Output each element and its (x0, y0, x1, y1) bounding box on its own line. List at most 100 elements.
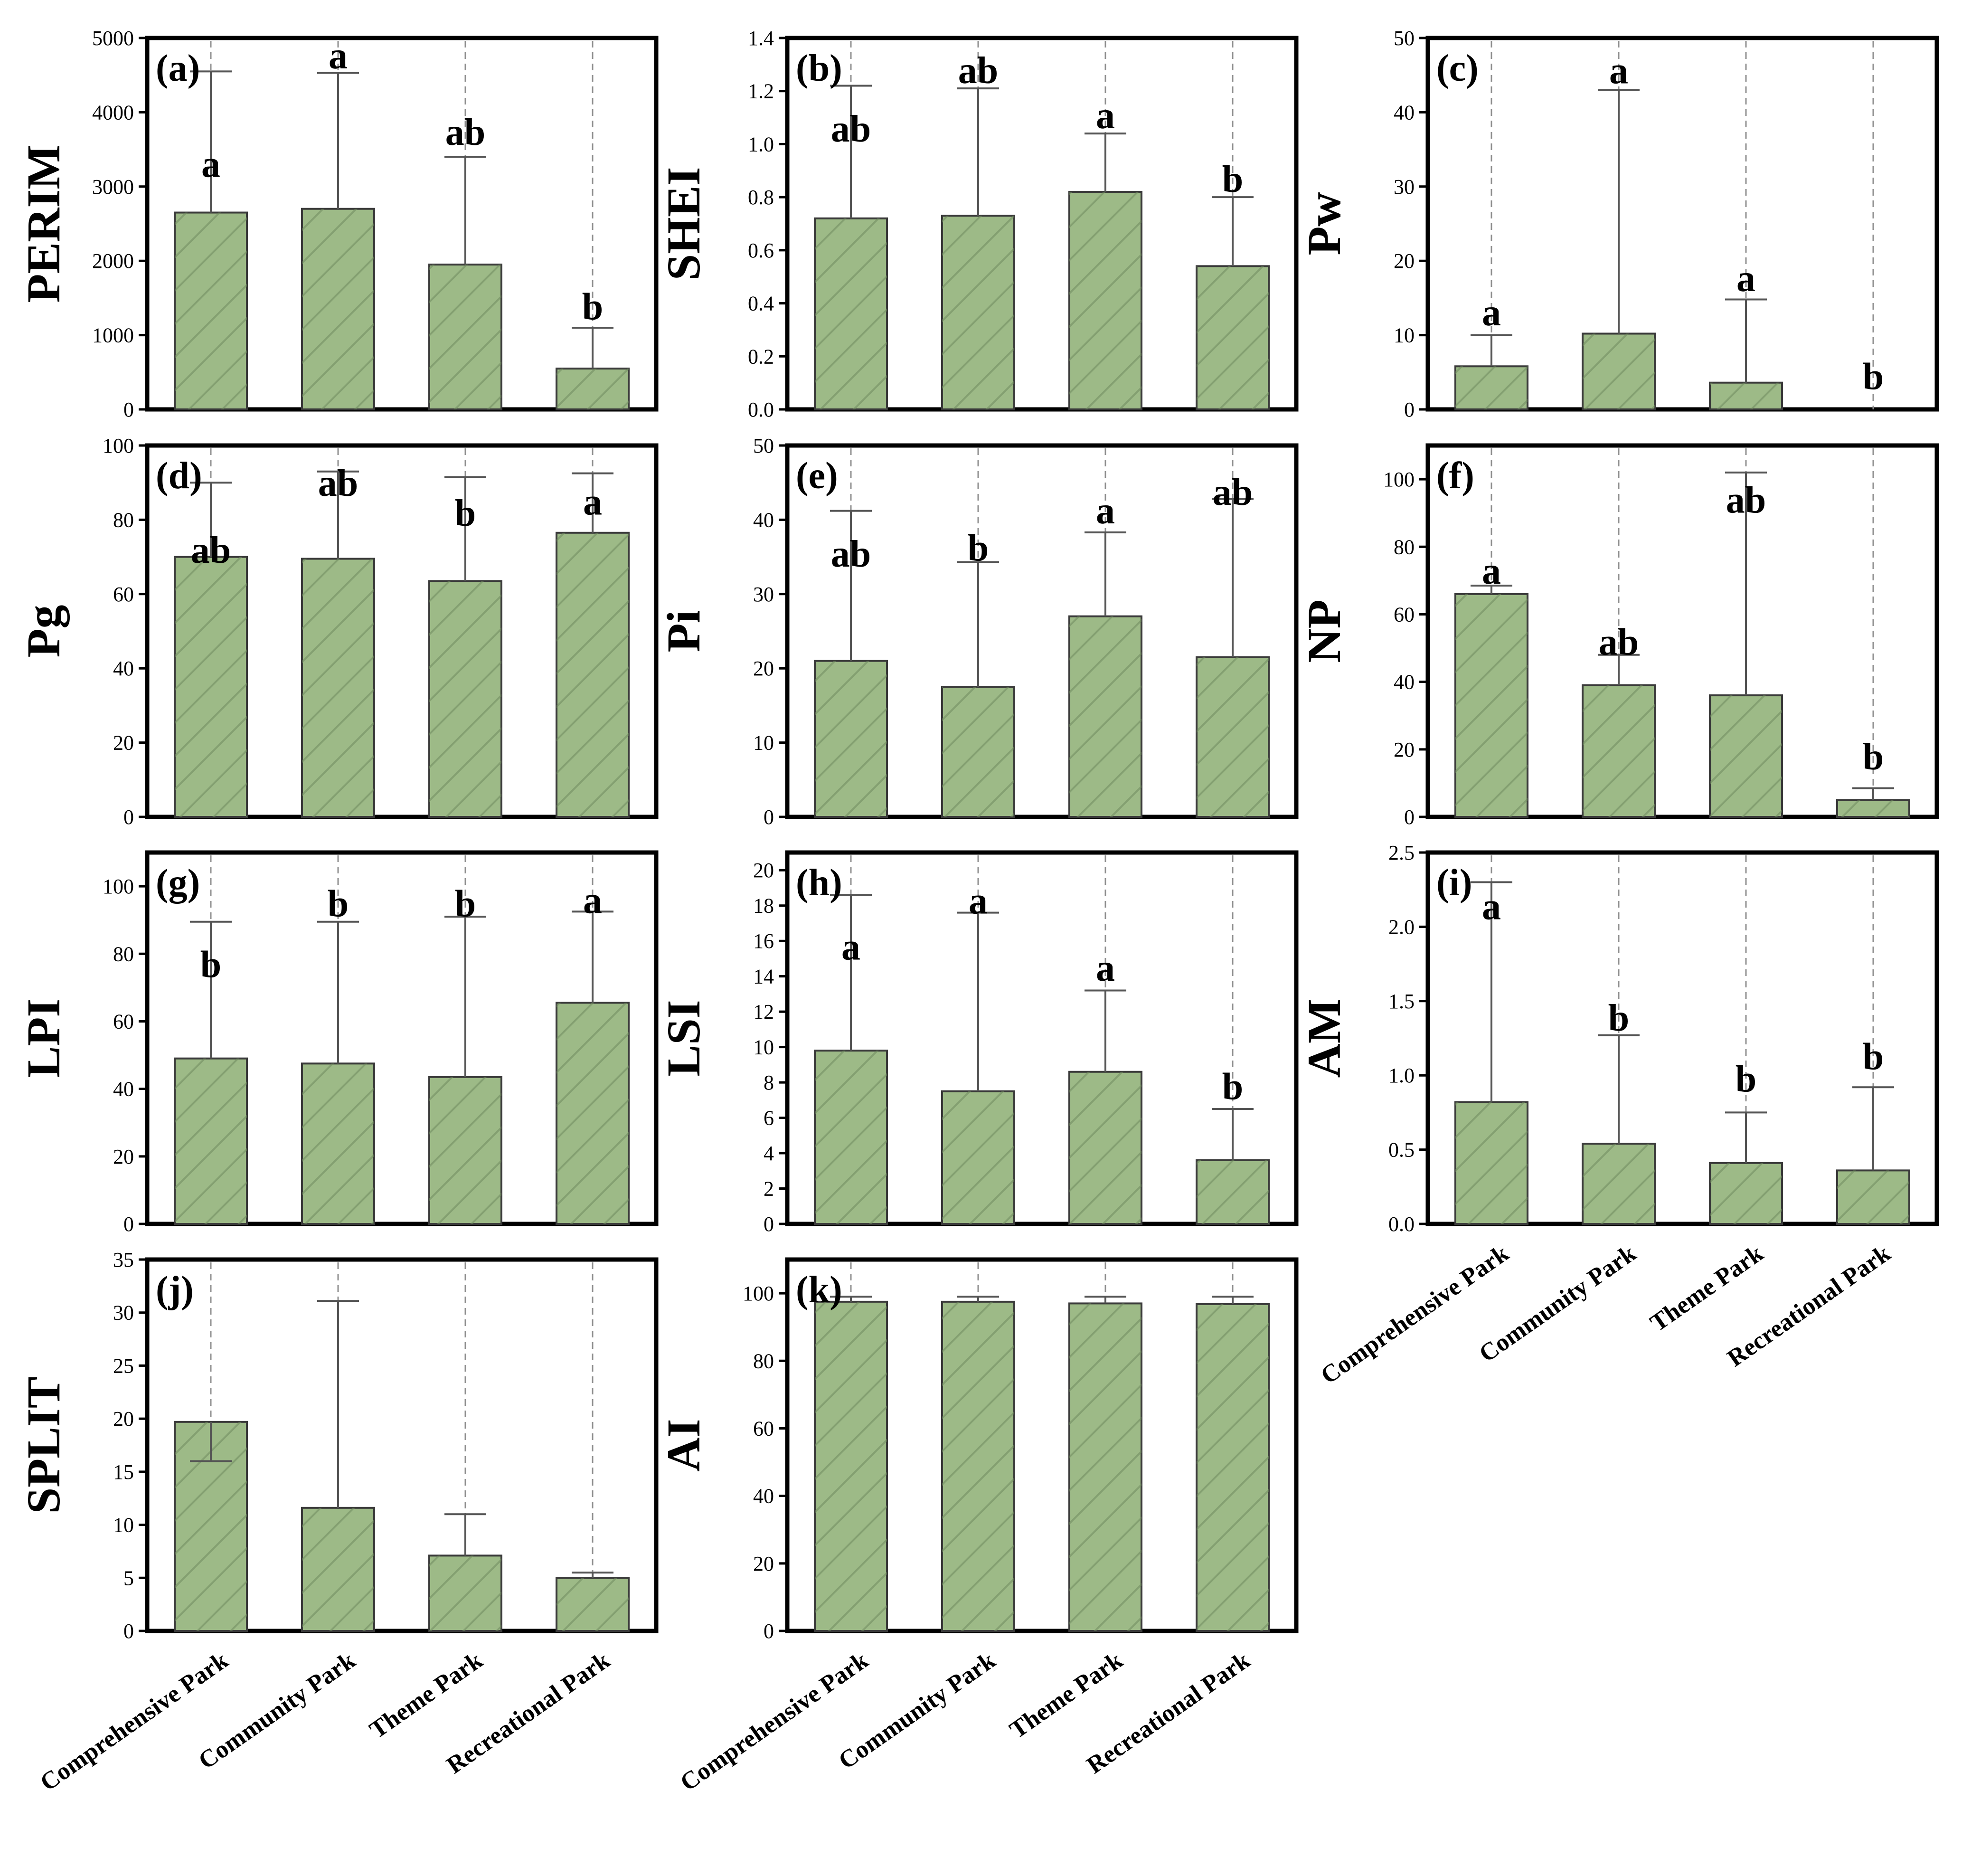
y-tick-label: 8 (764, 1071, 774, 1094)
y-tick-label: 20 (113, 1145, 134, 1168)
y-tick-label: 0 (764, 805, 774, 829)
bar-hatch (1069, 616, 1141, 817)
significance-letter: a (1096, 490, 1115, 532)
significance-letter: a (1482, 886, 1501, 928)
y-tick-label: 12 (753, 1000, 774, 1023)
y-axis-title: AM (1298, 999, 1350, 1078)
significance-letter: b (1608, 997, 1630, 1039)
plot-frame (785, 850, 1299, 1226)
bar-group-1: a (1454, 448, 1528, 818)
bar-hatch (429, 265, 501, 409)
y-tick-label: 20 (753, 657, 774, 680)
y-tick-label: 0 (764, 1620, 774, 1643)
bar-group-3: ab (428, 41, 502, 411)
y-tick-label: 1.4 (748, 27, 774, 50)
bar-hatch (302, 559, 374, 817)
significance-letter: a (969, 881, 988, 922)
y-tick-label: 18 (753, 894, 774, 918)
bar-hatch (1583, 685, 1655, 817)
plot-frame (145, 850, 659, 1226)
panel-label: (d) (156, 455, 202, 497)
y-tick-label: 80 (753, 1349, 774, 1373)
panel-e: 0 10 20 30 40 50 Pi ab b a ab (e) (657, 434, 1299, 829)
panel-h: 0 2 4 6 8 10 12 14 16 18 20 LSI a a a b (h) (657, 850, 1299, 1236)
bar-hatch (557, 1003, 629, 1224)
bar-hatch (557, 1578, 629, 1631)
plot-frame (145, 1257, 659, 1633)
bar-hatch (1455, 594, 1528, 817)
bar-group-4: b (1836, 855, 1910, 1225)
significance-letter: ab (1599, 621, 1639, 663)
bar-group-4: a (556, 855, 630, 1225)
x-category-label: Comprehensive Park (1316, 1240, 1513, 1389)
bar-hatch (302, 1063, 374, 1224)
bar-group-2: ab (941, 41, 1015, 410)
panel-g: 0 20 40 60 80 100 LPI b b b a (g) (17, 850, 659, 1236)
bar-hatch (942, 687, 1014, 817)
x-category-label: Comprehensive Park (35, 1647, 233, 1796)
y-tick-label: 80 (113, 942, 134, 966)
significance-letter: a (841, 926, 860, 968)
bar-group-3: a (1068, 41, 1142, 410)
significance-letter: b (1222, 159, 1244, 200)
plot-frame (785, 1257, 1299, 1633)
y-tick-label: 15 (113, 1460, 134, 1484)
bar-group-4: b (556, 41, 630, 410)
panel-c: 0 10 20 30 40 50 Pw a a a b (c) (1298, 27, 1939, 421)
y-tick-label: 40 (1394, 671, 1415, 694)
bar-group-1: ab (814, 448, 888, 818)
bar-group-4: a (556, 448, 630, 818)
plot-frame (1425, 850, 1939, 1226)
y-tick-label: 80 (113, 508, 134, 531)
significance-letter: ab (831, 108, 871, 150)
y-tick-label: 60 (1394, 603, 1415, 626)
y-tick-label: 0.8 (748, 186, 774, 209)
y-tick-label: 0 (123, 1620, 134, 1643)
y-tick-label: 20 (753, 1552, 774, 1575)
bar-hatch (1197, 1160, 1269, 1224)
significance-letter: a (1482, 292, 1501, 334)
panel-label: (b) (796, 47, 842, 89)
y-tick-label: 60 (113, 583, 134, 606)
panel-label: (c) (1436, 47, 1479, 89)
panel-label: (i) (1436, 862, 1472, 904)
bar-group-1: b (174, 855, 248, 1225)
y-tick-label: 0 (123, 1213, 134, 1236)
bar-group-3: ab (1709, 448, 1783, 818)
bar-hatch (1069, 1071, 1141, 1224)
significance-letter: b (1863, 1036, 1884, 1078)
significance-letter: b (328, 883, 349, 925)
y-axis-title: LSI (657, 1000, 710, 1076)
significance-letter: ab (318, 463, 358, 504)
bar-group-2 (301, 1262, 375, 1632)
y-tick-label: 100 (1383, 468, 1415, 491)
bar-group-4 (1196, 1262, 1270, 1632)
y-tick-label: 40 (1394, 101, 1415, 124)
significance-letter: a (329, 35, 348, 77)
bar-hatch (1069, 1303, 1141, 1631)
bar-group-3: a (1068, 855, 1142, 1225)
significance-letter: b (1222, 1066, 1244, 1108)
y-tick-label: 40 (753, 1485, 774, 1508)
bar-hatch (302, 1507, 374, 1631)
bar-hatch (942, 216, 1014, 409)
bar-group-3: b (1709, 855, 1783, 1225)
significance-letter: a (583, 880, 602, 922)
y-axis-title: PERIM (17, 144, 70, 303)
y-tick-label: 10 (113, 1514, 134, 1537)
y-tick-label: 50 (753, 434, 774, 457)
y-tick-label: 60 (113, 1010, 134, 1033)
bar-group-1: ab (174, 448, 248, 818)
y-tick-label: 2.0 (1388, 915, 1415, 938)
y-tick-label: 30 (753, 583, 774, 606)
bar-group-4: b (1863, 41, 1884, 409)
panel-label: (a) (156, 47, 200, 89)
y-tick-label: 30 (113, 1301, 134, 1325)
significance-letter: b (455, 883, 476, 925)
bar-group-1: a (814, 855, 888, 1225)
y-tick-label: 30 (1394, 175, 1415, 199)
bar-hatch (1710, 1163, 1782, 1224)
y-tick-label: 20 (113, 1407, 134, 1431)
bar-hatch (1583, 1144, 1655, 1224)
